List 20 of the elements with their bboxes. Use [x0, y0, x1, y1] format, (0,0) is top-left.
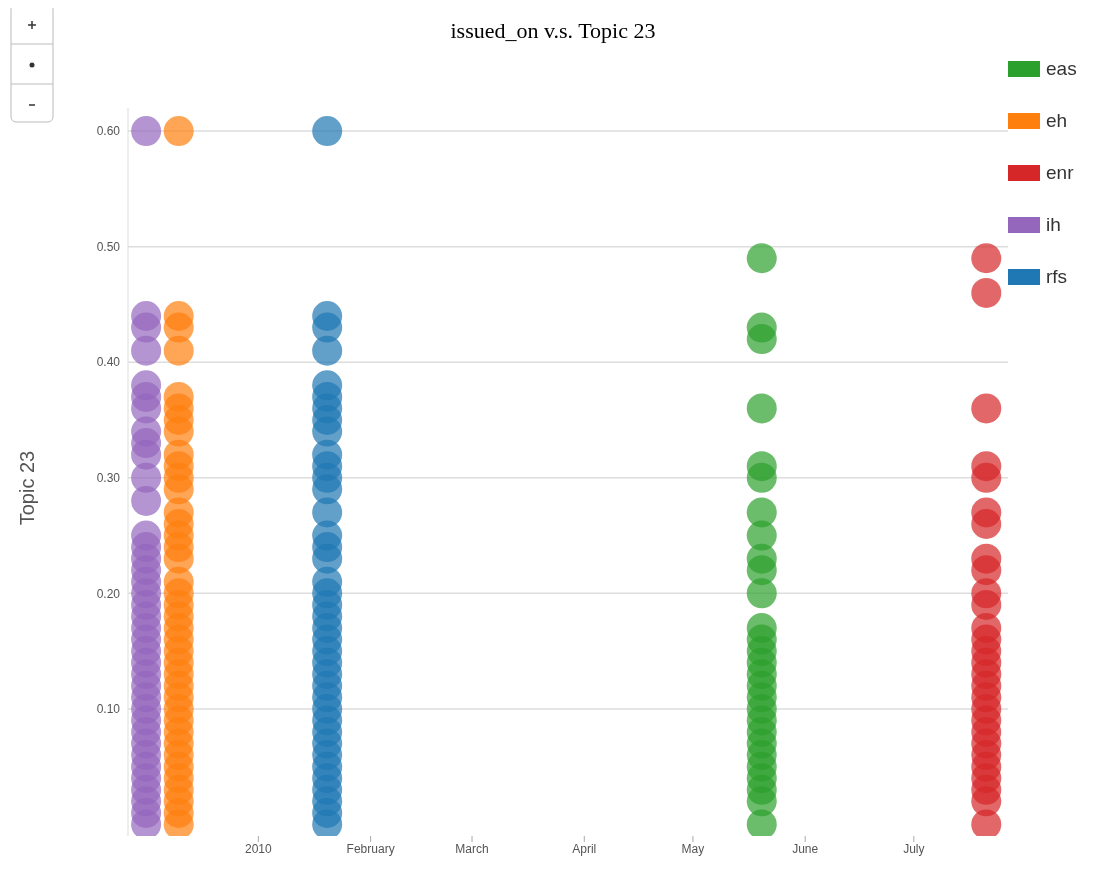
chart-title: issued_on v.s. Topic 23	[449, 18, 657, 44]
x-tick-label: February	[346, 841, 395, 856]
legend-label: ih	[1046, 214, 1061, 236]
y-tick-label: 0.40	[96, 355, 121, 370]
x-tick-label: April	[572, 841, 597, 856]
legend-label: rfs	[1046, 266, 1068, 288]
y-tick-label: 0.50	[96, 239, 121, 254]
x-tick-label: 2010	[245, 841, 273, 856]
legend-label: eas	[1046, 58, 1077, 80]
legend-label: eh	[1046, 110, 1068, 132]
x-tick-label: March	[455, 841, 489, 856]
x-tick-label: June	[792, 841, 819, 856]
y-tick-label: 0.60	[96, 124, 121, 139]
y-axis-title: Topic 23	[16, 450, 39, 526]
y-tick-label: 0.20	[96, 586, 121, 601]
y-tick-label: 0.30	[96, 471, 121, 486]
legend-label: enr	[1046, 162, 1074, 184]
x-tick-label: May	[681, 841, 705, 856]
y-tick-label: 0.10	[96, 702, 121, 717]
x-tick-label: July	[903, 841, 925, 856]
